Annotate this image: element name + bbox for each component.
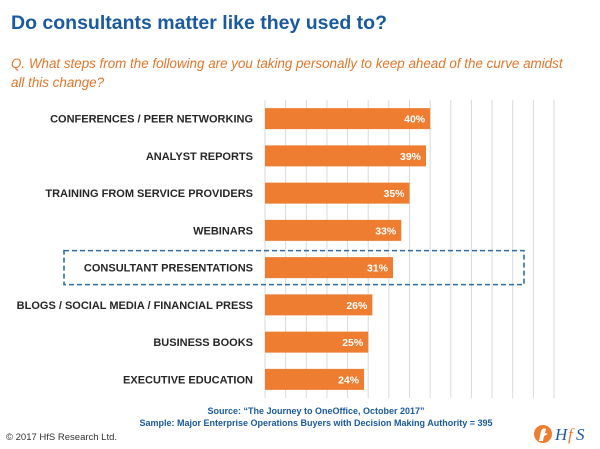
value-label: 24% [338,374,360,386]
hfs-logo: H f S [534,425,585,444]
value-label: 25% [342,337,364,349]
value-label: 39% [400,151,422,163]
copyright-text: © 2017 HfS Research Ltd. [6,432,118,443]
slide-title: Do consultants matter like they used to? [11,12,387,34]
svg-text:H: H [554,425,569,444]
value-label: 35% [383,188,405,200]
value-label: 40% [404,114,426,126]
highlight-box [63,249,525,286]
bar [265,294,373,316]
bar [265,368,365,390]
value-label: 26% [346,300,368,312]
category-label: CONFERENCES / PEER NETWORKING [50,114,253,126]
bar [265,219,402,241]
category-label: EXECUTIVE EDUCATION [123,374,253,386]
source-note: Source: “The Journey to OneOffice, Octob… [207,406,425,416]
bar [265,331,369,353]
bar [265,257,393,279]
bar [265,108,431,130]
category-label: ANALYST REPORTS [146,151,253,163]
sample-note: Sample: Major Enterprise Operations Buye… [139,418,493,428]
category-label: TRAINING FROM SERVICE PROVIDERS [45,188,253,200]
svg-text:S: S [576,425,585,444]
value-label: 31% [367,263,389,275]
bar [265,145,427,167]
value-label: 33% [375,225,397,237]
bar [265,182,410,204]
svg-text:f: f [568,425,575,444]
category-label: BLOGS / SOCIAL MEDIA / FINANCIAL PRESS [17,300,253,312]
category-label: BUSINESS BOOKS [153,337,253,349]
category-label: CONSULTANT PRESENTATIONS [84,263,253,275]
survey-question: Q. What steps from the following are you… [11,56,563,90]
category-label: WEBINARS [193,225,253,237]
